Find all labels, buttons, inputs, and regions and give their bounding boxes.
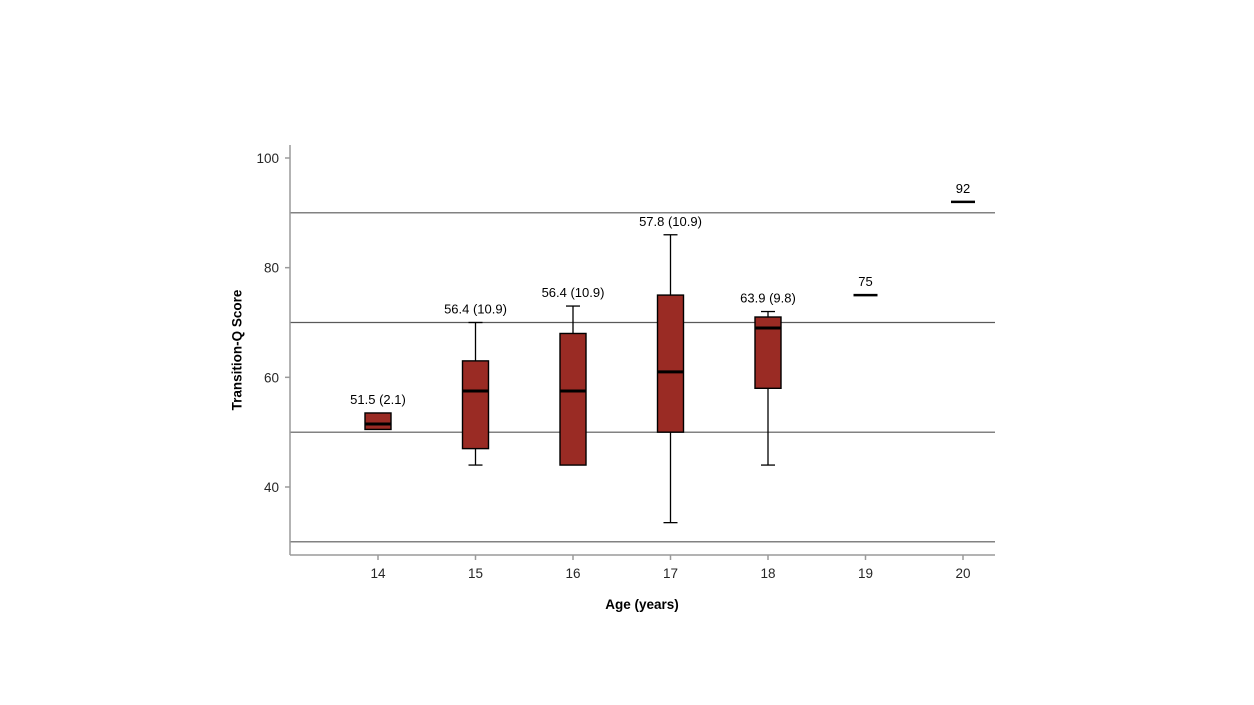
y-tick-label-100: 100 <box>256 151 279 166</box>
value-label-age-20: 92 <box>956 181 970 196</box>
value-label-age-17: 57.8 (10.9) <box>639 214 702 229</box>
x-axis-title: Age (years) <box>605 597 679 612</box>
y-tick-label-60: 60 <box>264 370 279 385</box>
value-label-age-19: 75 <box>858 274 872 289</box>
y-tick-label-40: 40 <box>264 480 279 495</box>
y-axis-title: Transition-Q Score <box>229 289 245 411</box>
x-tick-label-17: 17 <box>663 566 678 581</box>
value-label-age-14: 51.5 (2.1) <box>350 392 406 407</box>
x-tick-label-15: 15 <box>468 566 483 581</box>
x-tick-label-14: 14 <box>370 566 386 581</box>
value-label-age-18: 63.9 (9.8) <box>740 291 796 306</box>
box-age-15 <box>461 360 490 450</box>
value-label-age-16: 56.4 (10.9) <box>542 285 605 300</box>
box-age-17 <box>656 294 685 433</box>
x-tick-label-19: 19 <box>858 566 873 581</box>
x-tick-label-20: 20 <box>955 566 970 581</box>
x-tick-label-18: 18 <box>760 566 775 581</box>
x-tick-label-16: 16 <box>565 566 580 581</box>
box-age-14 <box>364 412 392 431</box>
value-label-age-15: 56.4 (10.9) <box>444 301 507 316</box>
y-tick-label-80: 80 <box>264 261 279 276</box>
box-age-16 <box>559 332 587 466</box>
